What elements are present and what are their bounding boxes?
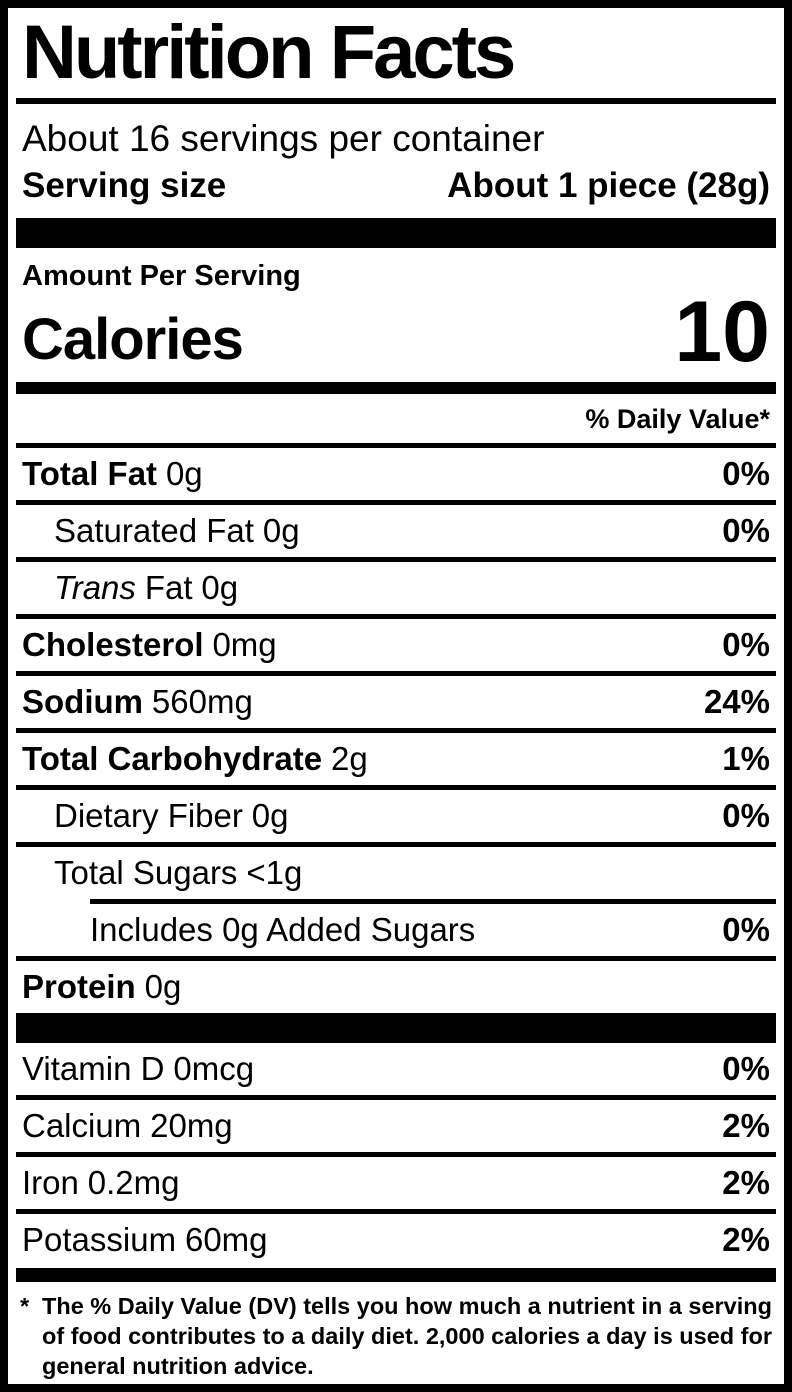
- nutrient-name: Sodium 560mg: [22, 683, 253, 721]
- nutrient-row-trans-fat: Trans Fat 0g: [16, 562, 776, 614]
- servings-per-container: About 16 servings per container: [22, 118, 545, 160]
- nutrient-name: Dietary Fiber 0g: [54, 797, 289, 835]
- nutrient-dv: 0%: [722, 911, 770, 949]
- nutrient-row-total-carbohydrate: Total Carbohydrate 2g 1%: [16, 733, 776, 785]
- serving-size-value: About 1 piece (28g): [447, 166, 770, 206]
- nutrient-row-total-sugars: Total Sugars <1g: [16, 847, 776, 899]
- calories-divider: [16, 382, 776, 395]
- nutrient-name: Saturated Fat 0g: [54, 512, 300, 550]
- calories-value: 10: [674, 284, 770, 381]
- vitamin-dv: 2%: [722, 1164, 770, 1202]
- vitamin-row-iron: Iron 0.2mg 2%: [16, 1157, 776, 1209]
- nutrient-row-added-sugars: Includes 0g Added Sugars 0%: [16, 904, 776, 956]
- divider: [16, 443, 776, 449]
- vitamin-dv: 2%: [722, 1107, 770, 1145]
- divider: [16, 728, 776, 734]
- divider: [16, 671, 776, 677]
- medium-bar-bottom: [16, 1268, 776, 1283]
- vitamin-row-potassium: Potassium 60mg 2%: [16, 1214, 776, 1266]
- nutrient-name: Total Fat 0g: [22, 455, 203, 493]
- nutrient-name: Total Carbohydrate 2g: [22, 740, 368, 778]
- footnote-text: The % Daily Value (DV) tells you how muc…: [42, 1293, 772, 1380]
- divider: [16, 842, 776, 848]
- nutrient-name: Total Sugars <1g: [54, 854, 303, 892]
- nutrient-name: Trans Fat 0g: [54, 569, 239, 607]
- vitamin-dv: 0%: [722, 1050, 770, 1088]
- nutrient-name: Includes 0g Added Sugars: [90, 911, 476, 949]
- nutrient-row-protein: Protein 0g: [16, 961, 776, 1013]
- divider: [16, 1152, 776, 1158]
- divider: [16, 956, 776, 962]
- thick-bar-top: [16, 218, 776, 249]
- nutrient-row-total-fat: Total Fat 0g 0%: [16, 448, 776, 500]
- nutrient-dv: 0%: [722, 797, 770, 835]
- footnote-asterisk: *: [20, 1293, 30, 1320]
- vitamin-row-calcium: Calcium 20mg 2%: [16, 1100, 776, 1152]
- vitamin-name: Vitamin D 0mcg: [22, 1050, 255, 1088]
- serving-size-row: Serving size About 1 piece (28g): [16, 162, 776, 218]
- label-title: Nutrition Facts: [22, 10, 516, 95]
- vitamin-name: Iron 0.2mg: [22, 1164, 180, 1202]
- divider-indented: [90, 899, 776, 905]
- vitamin-name: Potassium 60mg: [22, 1221, 268, 1259]
- thick-bar-middle: [16, 1013, 776, 1044]
- divider: [16, 500, 776, 506]
- nutrient-row-saturated-fat: Saturated Fat 0g 0%: [16, 505, 776, 557]
- calories-row: Calories 10: [16, 284, 776, 381]
- nutrient-dv: 0%: [722, 512, 770, 550]
- nutrient-row-dietary-fiber: Dietary Fiber 0g 0%: [16, 790, 776, 842]
- vitamin-row-vitamin-d: Vitamin D 0mcg 0%: [16, 1043, 776, 1095]
- divider: [16, 785, 776, 791]
- amount-per-serving-label: Amount Per Serving: [22, 260, 301, 293]
- nutrient-name: Cholesterol 0mg: [22, 626, 277, 664]
- nutrient-dv: 0%: [722, 626, 770, 664]
- divider: [16, 557, 776, 563]
- nutrient-row-sodium: Sodium 560mg 24%: [16, 676, 776, 728]
- daily-value-footnote: * The % Daily Value (DV) tells you how m…: [16, 1282, 776, 1381]
- nutrient-dv: 24%: [703, 683, 770, 721]
- divider: [16, 1095, 776, 1101]
- divider: [16, 614, 776, 620]
- vitamin-name: Calcium 20mg: [22, 1107, 233, 1145]
- serving-size-label: Serving size: [22, 166, 227, 206]
- nutrient-row-cholesterol: Cholesterol 0mg 0%: [16, 619, 776, 671]
- nutrient-dv: 1%: [722, 740, 770, 778]
- calories-label: Calories: [22, 307, 244, 373]
- daily-value-header: % Daily Value*: [585, 404, 770, 435]
- title-divider: [16, 98, 776, 105]
- divider: [16, 1209, 776, 1215]
- nutrient-dv: 0%: [722, 455, 770, 493]
- vitamin-dv: 2%: [722, 1221, 770, 1259]
- nutrient-name: Protein 0g: [22, 968, 182, 1006]
